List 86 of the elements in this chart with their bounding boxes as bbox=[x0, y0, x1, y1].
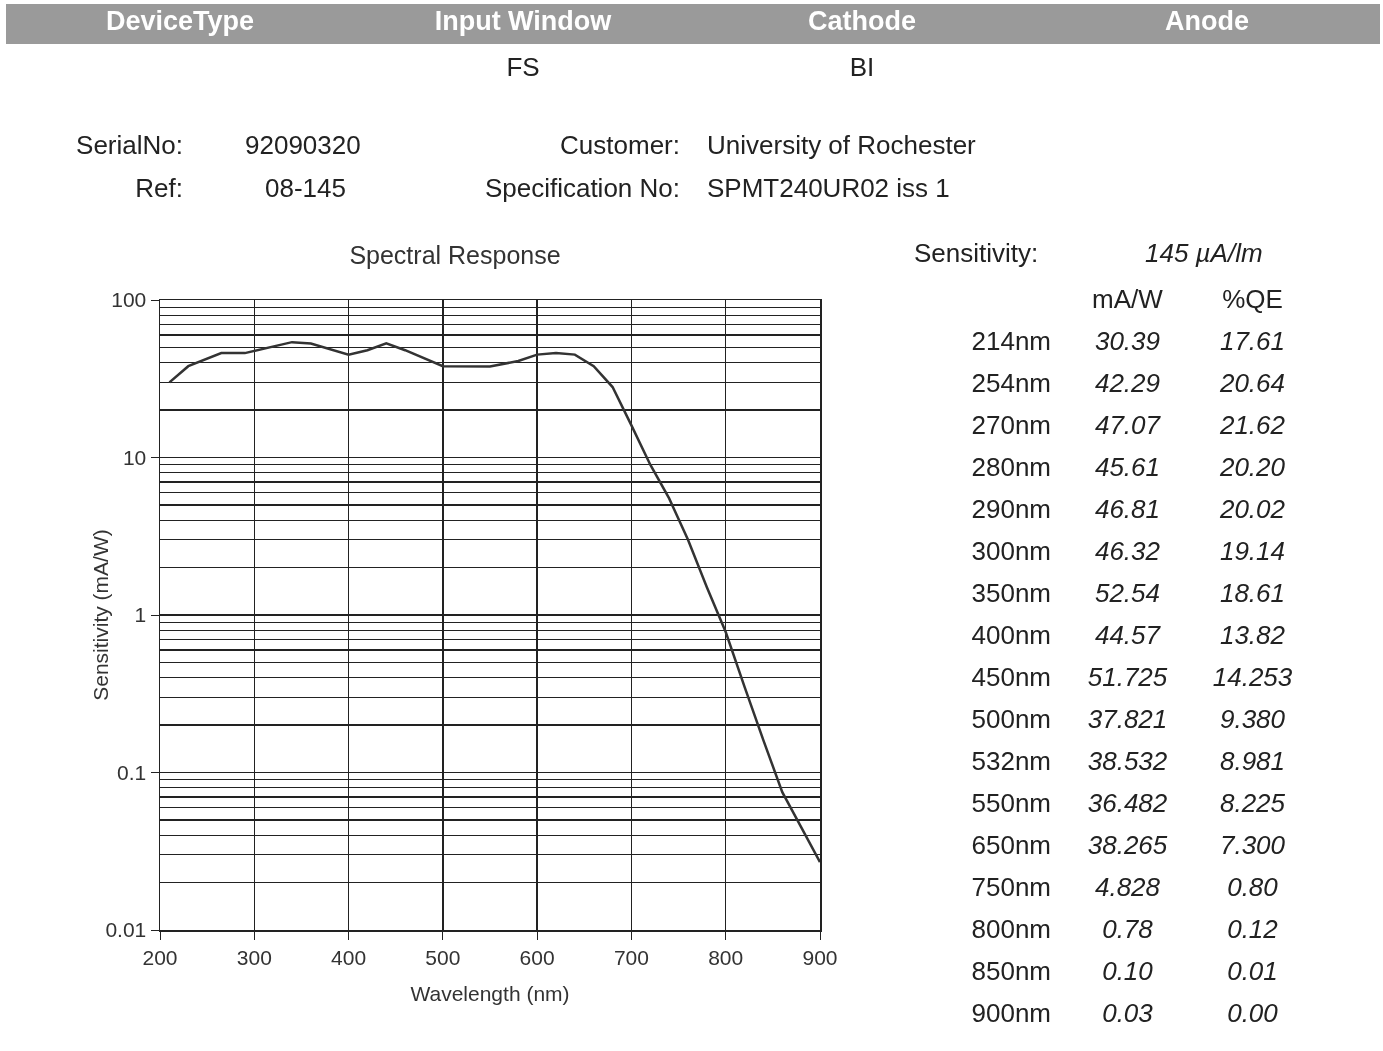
data-label: 37.821 bbox=[1086, 702, 1169, 736]
category-label: 254nm bbox=[970, 366, 1052, 400]
x-tick-label: 900 bbox=[802, 945, 838, 969]
x-tick-label: 800 bbox=[708, 945, 744, 969]
x-tick-label: 200 bbox=[142, 945, 178, 969]
text: 92090320 bbox=[245, 130, 361, 161]
data-label: 8.225 bbox=[1218, 786, 1287, 820]
data-label: 45.61 bbox=[1093, 450, 1162, 484]
data-label: 38.265 bbox=[1086, 828, 1169, 862]
category-label: 400nm bbox=[970, 618, 1052, 652]
category-label: 650nm bbox=[970, 828, 1052, 862]
text: Sensitivity: bbox=[914, 238, 1039, 269]
data-label: 44.57 bbox=[1093, 618, 1162, 652]
y-tick-label: 10 bbox=[122, 445, 147, 469]
y-tick-label: 0.01 bbox=[105, 918, 147, 942]
category-label: 550nm bbox=[970, 786, 1052, 820]
data-label: 0.80 bbox=[1226, 870, 1279, 904]
data-label: 38.532 bbox=[1086, 744, 1169, 778]
y-tick-label: 1 bbox=[134, 603, 147, 627]
data-label: 0.00 bbox=[1226, 996, 1279, 1030]
category-label: 350nm bbox=[970, 576, 1052, 610]
data-label: 21.62 bbox=[1218, 408, 1287, 442]
data-label: 0.03 bbox=[1101, 996, 1154, 1030]
text: University of Rochester bbox=[707, 130, 976, 161]
category-label: 750nm bbox=[970, 870, 1052, 904]
data-label: 8.981 bbox=[1218, 744, 1287, 778]
data-label: 36.482 bbox=[1086, 786, 1169, 820]
text: SPMT240UR02 iss 1 bbox=[707, 173, 950, 204]
text: 145 µA/lm bbox=[1145, 238, 1263, 269]
data-label: 47.07 bbox=[1093, 408, 1162, 442]
x-tick-label: 500 bbox=[425, 945, 461, 969]
data-label: 0.12 bbox=[1226, 912, 1279, 946]
data-label: 42.29 bbox=[1093, 366, 1162, 400]
category-label: 850nm bbox=[970, 954, 1052, 988]
category-label: 900nm bbox=[970, 996, 1052, 1030]
data-label: 20.64 bbox=[1218, 366, 1287, 400]
data-label: 13.82 bbox=[1218, 618, 1287, 652]
category-label: 500nm bbox=[970, 702, 1052, 736]
data-label: 51.725 bbox=[1086, 660, 1169, 694]
text: mA/W bbox=[1091, 282, 1164, 316]
text: %QE bbox=[1221, 282, 1284, 316]
data-label: 0.01 bbox=[1226, 954, 1279, 988]
data-label: 19.14 bbox=[1218, 534, 1287, 568]
x-axis-title: Wavelength (nm) bbox=[410, 982, 570, 1005]
text: Cathode bbox=[808, 6, 916, 37]
data-label: 46.81 bbox=[1093, 492, 1162, 526]
data-label: 18.61 bbox=[1218, 576, 1287, 610]
text: Input Window bbox=[434, 6, 612, 37]
text: Specification No: bbox=[484, 173, 680, 204]
text: DeviceType bbox=[105, 6, 255, 37]
category-label: 532nm bbox=[970, 744, 1052, 778]
data-label: 52.54 bbox=[1093, 576, 1162, 610]
data-label: 0.10 bbox=[1101, 954, 1154, 988]
line-series bbox=[168, 340, 820, 864]
category-label: 800nm bbox=[970, 912, 1052, 946]
y-axis-title: Sensitivity (mA/W) bbox=[88, 529, 112, 701]
text: Ref: bbox=[135, 173, 183, 204]
text: Anode bbox=[1165, 6, 1249, 37]
data-label: 20.02 bbox=[1218, 492, 1287, 526]
category-label: 450nm bbox=[970, 660, 1052, 694]
data-label: 17.61 bbox=[1218, 324, 1287, 358]
category-label: 280nm bbox=[970, 450, 1052, 484]
text: 08-145 bbox=[265, 173, 346, 204]
y-tick-label: 100 bbox=[111, 288, 147, 312]
data-label: 9.380 bbox=[1218, 702, 1287, 736]
text: Customer: bbox=[560, 130, 680, 161]
text: SerialNo: bbox=[76, 130, 183, 161]
x-tick-label: 400 bbox=[331, 945, 367, 969]
data-label: 20.20 bbox=[1218, 450, 1287, 484]
text: FS bbox=[506, 52, 540, 83]
data-label: 4.828 bbox=[1093, 870, 1162, 904]
category-label: 300nm bbox=[970, 534, 1052, 568]
category-label: 290nm bbox=[970, 492, 1052, 526]
x-tick-label: 600 bbox=[519, 945, 555, 969]
data-label: 30.39 bbox=[1093, 324, 1162, 358]
data-label: 0.78 bbox=[1101, 912, 1154, 946]
data-label: 14.253 bbox=[1211, 660, 1294, 694]
data-label: 46.32 bbox=[1093, 534, 1162, 568]
text: BI bbox=[849, 52, 875, 83]
data-label: 7.300 bbox=[1218, 828, 1287, 862]
category-label: 270nm bbox=[970, 408, 1052, 442]
x-tick-label: 700 bbox=[613, 945, 649, 969]
y-tick-label: 0.1 bbox=[117, 760, 147, 784]
chart-title: Spectral Response bbox=[349, 241, 561, 270]
category-label: 214nm bbox=[970, 324, 1052, 358]
x-tick-label: 300 bbox=[236, 945, 272, 969]
